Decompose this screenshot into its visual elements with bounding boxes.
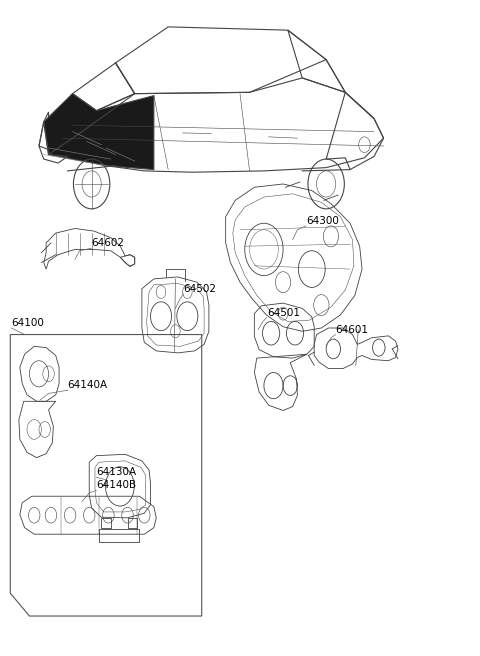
Text: 64502: 64502	[183, 284, 216, 294]
Text: 64601: 64601	[336, 325, 369, 335]
Text: 64100: 64100	[11, 318, 44, 328]
Text: 64501: 64501	[267, 308, 300, 318]
Text: 64130A: 64130A	[96, 467, 136, 478]
Text: 64602: 64602	[92, 238, 125, 248]
Polygon shape	[44, 94, 154, 170]
Text: 64300: 64300	[306, 216, 339, 226]
Text: 64140B: 64140B	[96, 480, 136, 490]
Text: 64140A: 64140A	[68, 380, 108, 390]
